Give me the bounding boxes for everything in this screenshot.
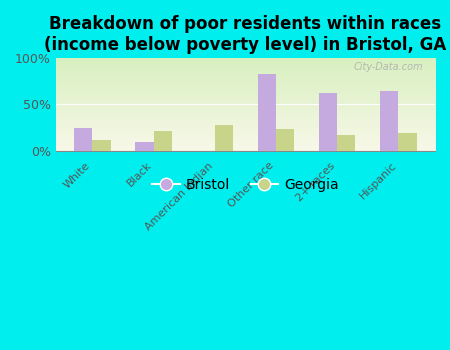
Bar [319, 93, 337, 150]
Bar [92, 140, 111, 150]
Bar [276, 130, 294, 150]
Bar [153, 131, 172, 150]
Title: Breakdown of poor residents within races
(income below poverty level) in Bristol: Breakdown of poor residents within races… [44, 15, 446, 54]
Bar [135, 142, 153, 150]
Bar [74, 128, 92, 150]
Bar [380, 91, 398, 150]
Bar [257, 74, 276, 150]
Bar [215, 125, 233, 150]
Bar [398, 133, 417, 150]
Bar [337, 135, 356, 150]
Text: City-Data.com: City-Data.com [354, 62, 423, 72]
Legend: Bristol, Georgia: Bristol, Georgia [147, 172, 344, 197]
